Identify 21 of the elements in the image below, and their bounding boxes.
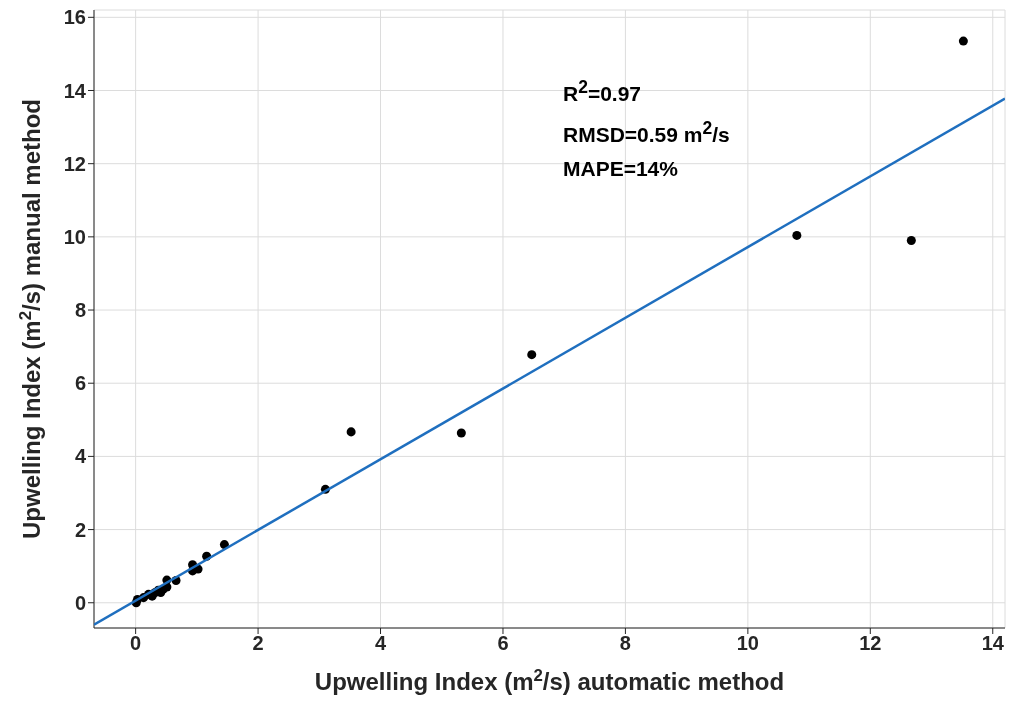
annotation: MAPE=14% [563, 156, 679, 182]
y-tick-label: 14 [63, 79, 87, 102]
x-tick-label: 6 [497, 632, 509, 655]
x-tick-label: 14 [981, 632, 1005, 655]
y-tick-label: 2 [74, 518, 86, 541]
x-tick-label: 2 [252, 632, 264, 655]
y-tick-label: 8 [74, 299, 86, 322]
x-tick-label: 4 [374, 632, 387, 655]
y-tick-label: 16 [63, 6, 86, 29]
x-tick-label: 12 [859, 632, 882, 655]
annotation: RMSD=0.59 m$^{2}$/s [563, 117, 730, 148]
x-tick-label: 0 [130, 632, 142, 655]
annotation: R$^{2}$=0.97 [563, 76, 643, 107]
y-tick-label: 0 [74, 591, 86, 614]
x-axis-title: Upwelling Index (m$^{2}$/s) automatic method [314, 665, 785, 695]
y-tick-label: 12 [63, 152, 86, 175]
x-tick-label: 10 [736, 632, 759, 655]
y-tick-label: 4 [74, 445, 87, 468]
y-tick-label: 10 [63, 225, 86, 248]
y-tick-label: 6 [74, 372, 86, 395]
x-tick-label: 8 [619, 632, 631, 655]
